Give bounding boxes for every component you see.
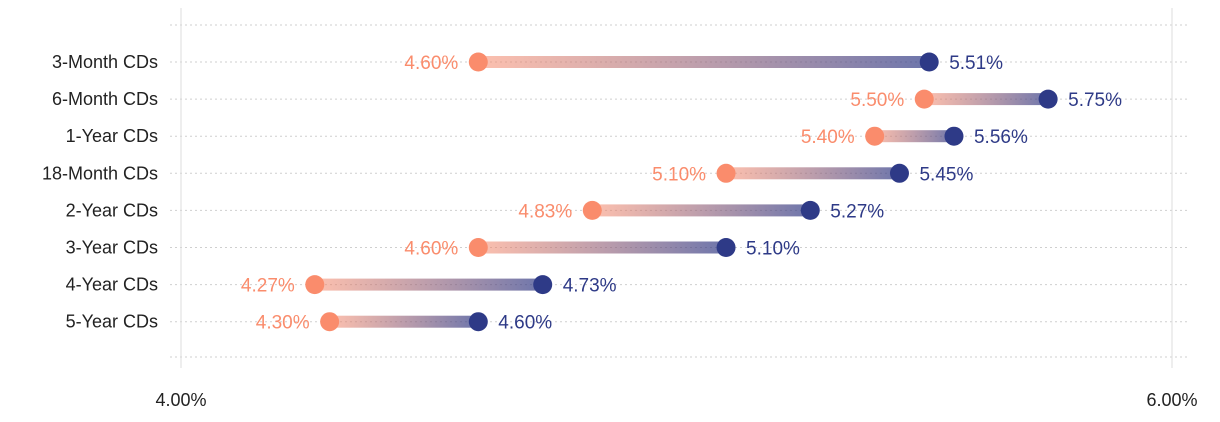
high-dot	[944, 126, 964, 146]
category-label: 3-Year CDs	[66, 238, 158, 258]
connector-bar	[329, 315, 479, 328]
low-dot	[468, 52, 488, 72]
connector-bar	[478, 56, 930, 68]
series-connectors	[314, 56, 1049, 328]
connector-bar	[924, 93, 1049, 106]
low-value-label: 4.60%	[404, 239, 458, 260]
low-dot	[320, 312, 340, 332]
series-dots	[305, 52, 1058, 332]
low-value-label: 4.27%	[241, 276, 295, 297]
low-dot	[914, 89, 934, 109]
labels: 3-Month CDs 4.60% 5.51% 6-Month CDs 5.50% 5.7…	[42, 52, 1122, 334]
category-label: 3-Month CDs	[52, 52, 158, 72]
low-value-label: 4.83%	[518, 201, 572, 222]
high-dot	[1038, 89, 1058, 109]
low-dot	[716, 163, 736, 183]
high-value-label: 5.56%	[974, 127, 1028, 148]
category-label: 1-Year CDs	[66, 126, 158, 146]
high-value-label: 4.73%	[563, 276, 617, 297]
high-dot	[468, 312, 488, 332]
low-dot	[468, 238, 488, 257]
category-label: 5-Year CDs	[66, 312, 158, 332]
x-tick-label: 6.00%	[1146, 390, 1197, 410]
high-value-label: 5.75%	[1068, 90, 1122, 111]
low-value-label: 4.30%	[256, 313, 310, 334]
high-dot	[919, 52, 939, 72]
connector-bar	[592, 204, 811, 217]
x-tick-label: 4.00%	[155, 390, 206, 410]
x-axis: 4.00% 6.00%	[155, 390, 1197, 410]
high-dot	[533, 275, 553, 295]
connector-bar	[874, 130, 954, 143]
category-label: 18-Month CDs	[42, 163, 158, 183]
high-dot	[716, 238, 736, 257]
high-dot	[889, 163, 909, 183]
low-dot	[305, 275, 325, 295]
low-value-label: 5.40%	[801, 127, 855, 148]
connector-bar	[314, 278, 543, 291]
high-value-label: 5.27%	[830, 201, 884, 222]
low-value-label: 5.10%	[652, 164, 706, 185]
low-value-label: 5.50%	[850, 90, 904, 111]
category-label: 2-Year CDs	[66, 200, 158, 220]
high-value-label: 5.51%	[949, 53, 1003, 74]
high-value-label: 5.45%	[919, 164, 973, 185]
category-label: 4-Year CDs	[66, 275, 158, 295]
grid	[170, 8, 1188, 368]
high-value-label: 5.10%	[746, 239, 800, 260]
high-dot	[800, 200, 820, 220]
low-dot	[582, 200, 602, 220]
low-value-label: 4.60%	[404, 53, 458, 74]
connector-bar	[726, 167, 900, 180]
connector-bar	[478, 241, 727, 254]
high-value-label: 4.60%	[498, 313, 552, 334]
low-dot	[865, 126, 885, 146]
category-label: 6-Month CDs	[52, 89, 158, 109]
